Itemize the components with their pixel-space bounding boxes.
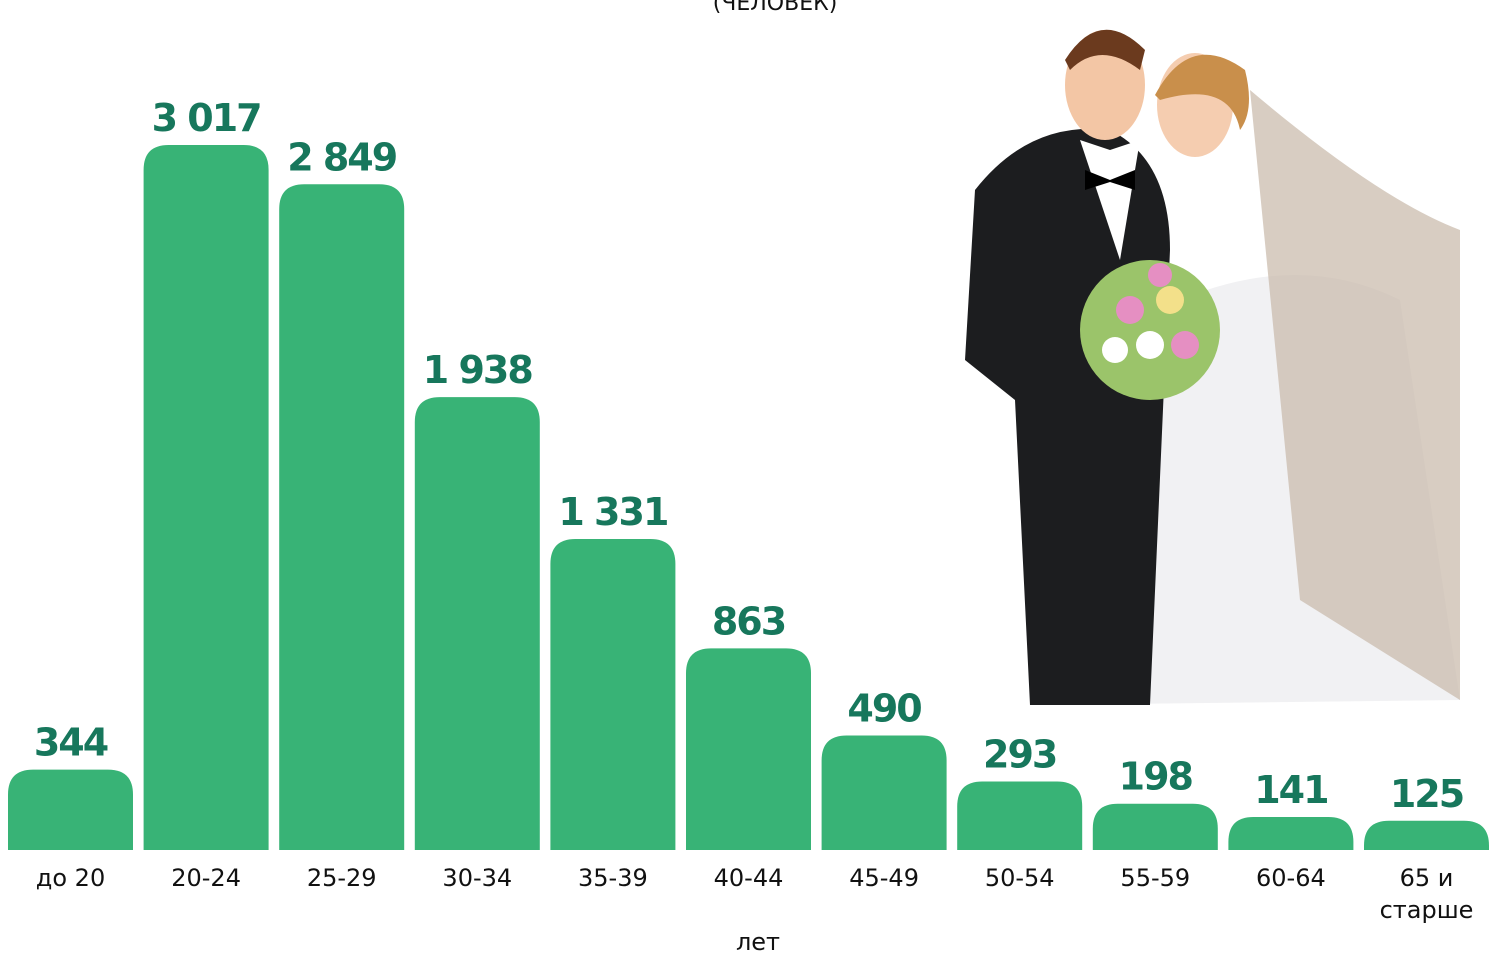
page: (ЧЕЛОВЕК) лет 344 3 017 2 849 1 938 1 331 863…: [0, 0, 1489, 961]
bar: [8, 770, 133, 850]
chart: (ЧЕЛОВЕК) лет 344 3 017 2 849 1 938 1 331 863…: [0, 0, 1489, 961]
value-label: 490: [847, 686, 921, 730]
bar: [1228, 817, 1353, 850]
x-tick-label: 50-54: [970, 862, 1070, 894]
value-label: 198: [1119, 755, 1193, 799]
value-label: 1 331: [558, 490, 667, 534]
bar: [686, 648, 811, 850]
value-label: 3 017: [152, 96, 261, 140]
x-axis-label: лет: [736, 928, 780, 956]
bar: [1093, 804, 1218, 850]
x-tick-label: 25-29: [292, 862, 392, 894]
bar: [550, 539, 675, 850]
x-tick-label: 40-44: [699, 862, 799, 894]
x-tick-label: 55-59: [1105, 862, 1205, 894]
bar: [415, 397, 540, 850]
x-tick-label: 20-24: [156, 862, 256, 894]
value-label: 125: [1390, 772, 1463, 816]
bar: [1364, 821, 1489, 850]
value-label: 344: [34, 721, 108, 765]
x-tick-label: 45-49: [834, 862, 934, 894]
value-label: 2 849: [287, 135, 397, 179]
bar: [957, 782, 1082, 850]
bar: [279, 184, 404, 850]
x-tick-label: 60-64: [1241, 862, 1341, 894]
value-label: 141: [1254, 768, 1327, 812]
x-tick-label: до 20: [21, 862, 121, 894]
x-tick-label: 65 и старше: [1377, 862, 1477, 926]
chart-title: (ЧЕЛОВЕК): [713, 0, 838, 16]
couple-illustration: [965, 30, 1460, 705]
bar: [822, 735, 947, 850]
bar: [144, 145, 269, 850]
value-label: 293: [983, 733, 1056, 777]
value-label: 863: [712, 599, 785, 643]
x-tick-label: 35-39: [563, 862, 663, 894]
x-tick-label: 30-34: [427, 862, 527, 894]
value-label: 1 938: [423, 348, 533, 392]
